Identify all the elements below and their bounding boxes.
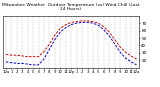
- Text: Milwaukee Weather  Outdoor Temperature (vs) Wind Chill (Last 24 Hours): Milwaukee Weather Outdoor Temperature (v…: [2, 3, 139, 11]
